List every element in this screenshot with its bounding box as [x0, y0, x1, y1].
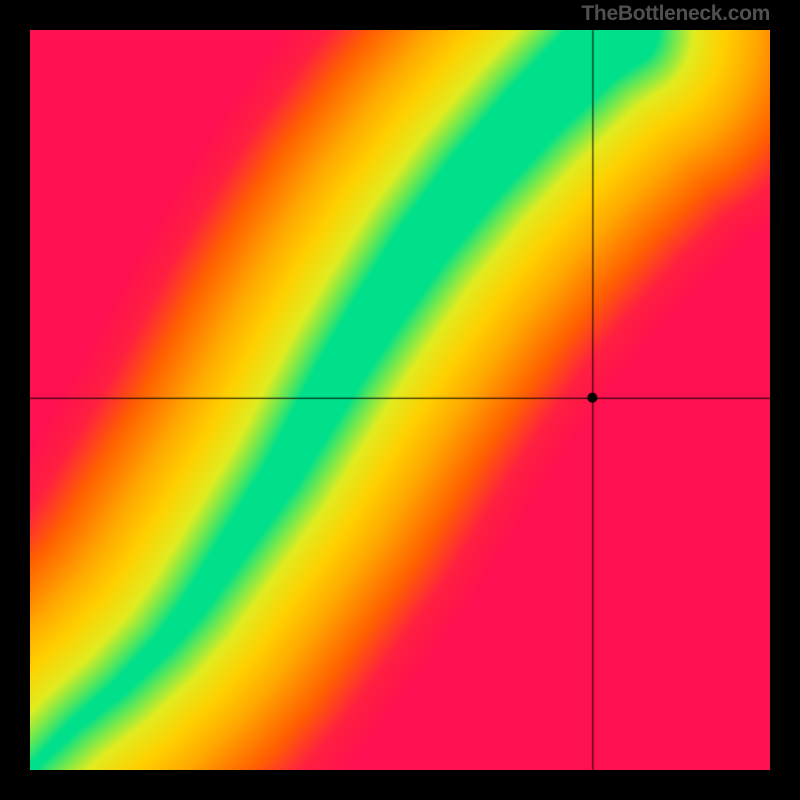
chart-container: TheBottleneck.com [0, 0, 800, 800]
attribution-text: TheBottleneck.com [581, 2, 770, 26]
heatmap-canvas [30, 30, 770, 770]
heatmap-plot [30, 30, 770, 770]
